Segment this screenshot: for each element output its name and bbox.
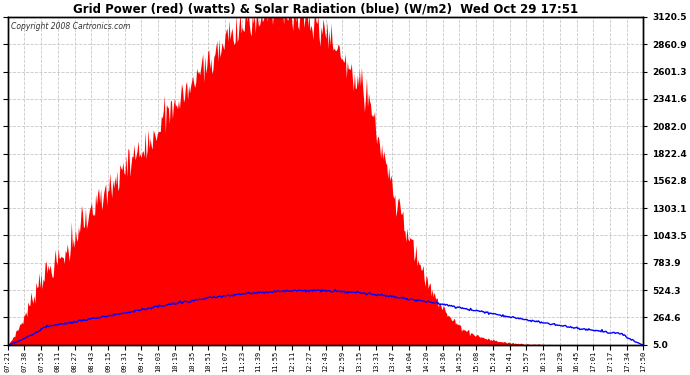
Text: Copyright 2008 Cartronics.com: Copyright 2008 Cartronics.com [11,22,130,31]
Title: Grid Power (red) (watts) & Solar Radiation (blue) (W/m2)  Wed Oct 29 17:51: Grid Power (red) (watts) & Solar Radiati… [73,3,578,16]
